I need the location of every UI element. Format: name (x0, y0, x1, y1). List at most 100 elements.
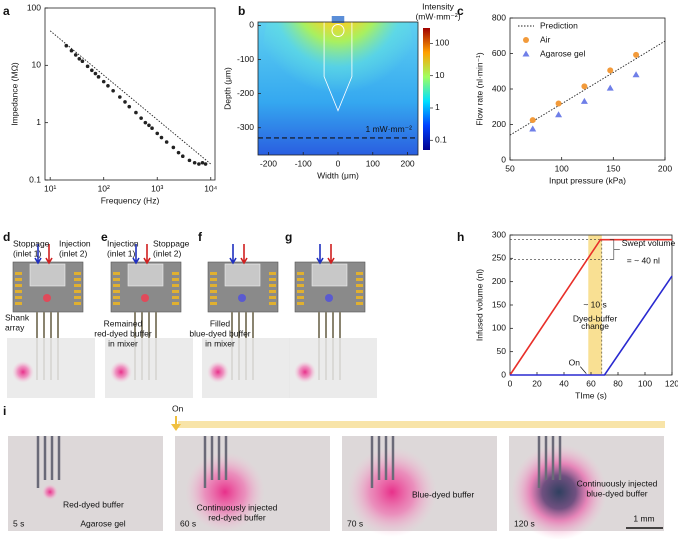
y-tick-label: -200 (237, 88, 254, 98)
data-point (155, 131, 160, 136)
x-axis-label: Frequency (Hz) (101, 195, 160, 205)
diagram-label: (inlet 1) (107, 248, 136, 258)
data-point (555, 100, 562, 107)
time-label: 5 s (13, 518, 24, 528)
x-tick-label: 10¹ (44, 183, 56, 193)
y-axis-label: Infused volume (nl) (474, 269, 484, 341)
probe-pad (269, 272, 276, 275)
inlet-arrow (316, 244, 324, 265)
y-tick-label: 800 (492, 12, 506, 22)
probe-led (331, 24, 345, 38)
panel-label: b (238, 4, 245, 18)
y-tick-label: -300 (237, 122, 254, 132)
probe-pad (356, 284, 363, 287)
y-tick-label: 50 (497, 346, 507, 356)
probe-pad (172, 302, 179, 305)
colorbar-title: (mW·mm⁻²) (415, 11, 460, 21)
probe-pad (113, 296, 120, 299)
colorbar-tick-label: 1 (435, 102, 440, 112)
photo-note: Agarose gel (80, 518, 125, 528)
photo-note: red-dyed buffer (208, 512, 266, 522)
probe-pad (297, 302, 304, 305)
probe-pad (297, 278, 304, 281)
probe-pad (269, 302, 276, 305)
data-point (77, 57, 82, 61)
probe-pad (15, 296, 22, 299)
y-axis-label: Flow rate (nl·min⁻¹) (474, 52, 484, 126)
probe-pad (269, 296, 276, 299)
diagram-label: (inlet 1) (13, 248, 42, 258)
data-point (147, 123, 151, 128)
x-tick-label: 10³ (151, 183, 163, 193)
data-point (176, 150, 181, 155)
y-tick-label: 100 (492, 323, 506, 333)
data-point (580, 97, 588, 104)
panel-label: g (285, 230, 292, 244)
on-arrow (171, 416, 181, 431)
data-point (69, 48, 74, 53)
probe-pad (297, 290, 304, 293)
x-tick-label: -100 (295, 158, 312, 168)
x-axis-label: Width (μm) (317, 170, 359, 180)
probe-pad (15, 302, 22, 305)
panel-label: d (3, 230, 10, 244)
series-line (510, 275, 673, 376)
probe-pad (297, 284, 304, 287)
x-tick-label: 150 (606, 163, 620, 173)
panel-label: f (198, 230, 203, 244)
data-point (529, 125, 537, 132)
mixer (325, 294, 333, 302)
diagram-label: Shank (5, 312, 30, 322)
series-line (509, 40, 666, 136)
x-tick-label: 100 (638, 378, 652, 388)
x-tick-label: 0 (336, 158, 341, 168)
probe-outline (323, 22, 353, 112)
probe-pad (172, 290, 179, 293)
probe-pad (356, 302, 363, 305)
x-tick-label: 10⁴ (204, 183, 217, 193)
data-point (203, 162, 208, 166)
data-point (80, 59, 85, 64)
legend-label: Air (540, 34, 551, 44)
data-point (150, 126, 154, 131)
colorbar (423, 28, 430, 150)
bracket (609, 239, 620, 260)
probe-pad (210, 296, 217, 299)
panel-label: e (101, 230, 108, 244)
probe-pad (210, 284, 217, 287)
inlet-arrow (45, 244, 53, 265)
light-source (331, 16, 345, 23)
series-line (49, 30, 212, 165)
diagram-label: Stoppage (13, 238, 50, 248)
diagram-label: in mixer (108, 338, 138, 348)
legend-label: Agarose gel (540, 48, 585, 58)
dye-cloud (511, 444, 607, 539)
data-point (118, 95, 122, 99)
plot-frame (509, 17, 666, 161)
mixer (43, 294, 51, 302)
probe-pad (269, 284, 276, 287)
diagram-label: array (5, 322, 25, 332)
probe-pad (172, 284, 179, 287)
x-tick-label: 120 (665, 378, 678, 388)
dye-cloud (347, 447, 437, 537)
x-tick-label: 0 (508, 378, 513, 388)
probe-pad (74, 290, 81, 293)
probe-pad (356, 272, 363, 275)
x-tick-label: 100 (366, 158, 380, 168)
x-tick-label: 80 (613, 378, 623, 388)
probe-pad (74, 296, 81, 299)
dye-spot (207, 361, 229, 383)
x-tick-label: 50 (505, 163, 515, 173)
y-tick-label: 100 (27, 2, 41, 12)
probe-pad (297, 296, 304, 299)
dye-spot (110, 361, 132, 383)
series-line (509, 238, 672, 376)
probe-pad (74, 302, 81, 305)
probe-pad (74, 278, 81, 281)
data-point (200, 160, 205, 165)
diagram-label: Remained (104, 318, 143, 328)
y-tick-label: 1 (36, 117, 41, 127)
inlet-arrow (327, 244, 335, 265)
probe-pad (15, 278, 22, 281)
